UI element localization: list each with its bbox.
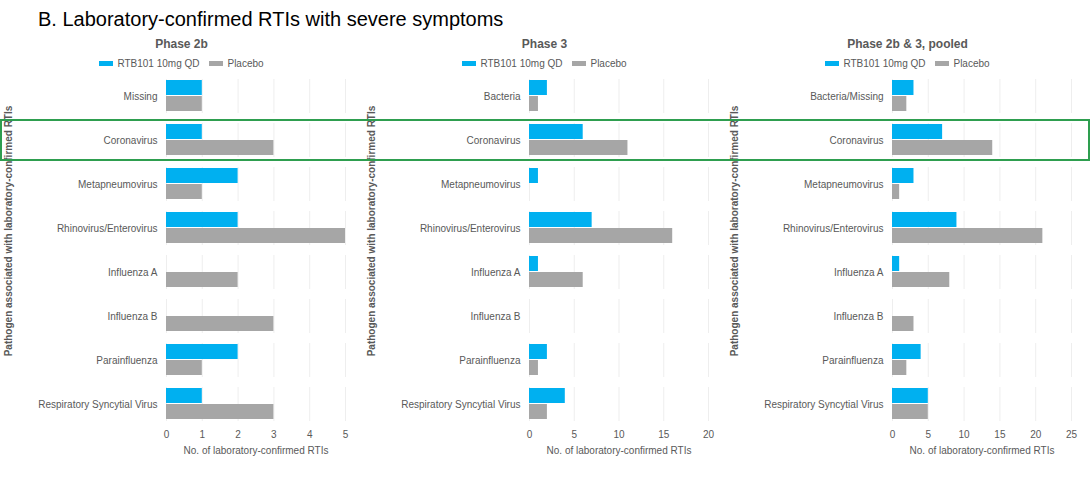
svg-text:Bacteria: Bacteria (484, 91, 521, 102)
svg-text:Metapneumovirus: Metapneumovirus (78, 179, 157, 190)
svg-text:Coronavirus: Coronavirus (467, 135, 521, 146)
svg-text:20: 20 (703, 429, 715, 440)
svg-text:Respiratory Syncytial Virus: Respiratory Syncytial Virus (38, 399, 157, 410)
html-text:Pathogen associated with labor: Pathogen associated with laboratory-conf… (365, 105, 377, 357)
html-text:Placebo: Placebo (227, 57, 264, 69)
svg-text:Parainfluenza: Parainfluenza (96, 355, 158, 366)
html-text:Placebo: Placebo (590, 57, 627, 69)
svg-text:0: 0 (164, 429, 170, 440)
svg-text:Bacteria/Missing: Bacteria/Missing (810, 91, 883, 102)
svg-text:Parainfluenza: Parainfluenza (459, 355, 521, 366)
svg-text:25: 25 (1066, 429, 1078, 440)
svg-text:Parainfluenza: Parainfluenza (822, 355, 884, 366)
svg-text:Rhinovirus/Enterovirus: Rhinovirus/Enterovirus (783, 223, 884, 234)
svg-text:20: 20 (1030, 429, 1042, 440)
svg-text:Influenza B: Influenza B (833, 311, 883, 322)
svg-text:0: 0 (527, 429, 533, 440)
svg-text:3: 3 (271, 429, 277, 440)
svg-text:0: 0 (890, 429, 896, 440)
svg-text:15: 15 (994, 429, 1006, 440)
svg-text:10: 10 (613, 429, 625, 440)
svg-text:5: 5 (926, 429, 932, 440)
html-text:RTB101 10mg QD: RTB101 10mg QD (117, 57, 200, 69)
svg-text:Respiratory Syncytial Virus: Respiratory Syncytial Virus (764, 399, 883, 410)
html-text:RTB101 10mg QD: RTB101 10mg QD (480, 57, 563, 69)
html-text:Pathogen associated with labor: Pathogen associated with laboratory-conf… (2, 105, 14, 357)
svg-text:5: 5 (343, 429, 349, 440)
html-text:Placebo: Placebo (953, 57, 990, 69)
svg-text:4: 4 (307, 429, 313, 440)
html-text:B. Laboratory-confirmed RTIs w: B. Laboratory-confirmed RTIs with severe… (38, 8, 504, 30)
svg-text:No. of laboratory-confirmed RT: No. of laboratory-confirmed RTIs (547, 445, 692, 456)
svg-text:Influenza B: Influenza B (107, 311, 157, 322)
svg-text:Influenza B: Influenza B (470, 311, 520, 322)
svg-text:10: 10 (959, 429, 971, 440)
svg-text:Rhinovirus/Enterovirus: Rhinovirus/Enterovirus (420, 223, 521, 234)
html-text:Phase 2b: Phase 2b (155, 37, 208, 51)
svg-text:Missing: Missing (124, 91, 158, 102)
html-text:RTB101 10mg QD: RTB101 10mg QD (843, 57, 926, 69)
svg-text:No. of laboratory-confirmed RT: No. of laboratory-confirmed RTIs (910, 445, 1055, 456)
svg-text:Influenza A: Influenza A (834, 267, 884, 278)
svg-text:15: 15 (658, 429, 670, 440)
svg-text:Coronavirus: Coronavirus (830, 135, 884, 146)
svg-text:Rhinovirus/Enterovirus: Rhinovirus/Enterovirus (57, 223, 158, 234)
svg-text:Respiratory Syncytial Virus: Respiratory Syncytial Virus (401, 399, 520, 410)
svg-text:2: 2 (235, 429, 241, 440)
svg-text:Metapneumovirus: Metapneumovirus (441, 179, 520, 190)
svg-text:Metapneumovirus: Metapneumovirus (804, 179, 883, 190)
html-text:Pathogen associated with labor: Pathogen associated with laboratory-conf… (728, 105, 740, 357)
svg-text:Influenza A: Influenza A (471, 267, 521, 278)
html-text:Phase 2b & 3, pooled: Phase 2b & 3, pooled (847, 37, 968, 51)
html-text:Phase 3: Phase 3 (521, 37, 568, 51)
svg-text:Coronavirus: Coronavirus (104, 135, 158, 146)
svg-text:No. of laboratory-confirmed RT: No. of laboratory-confirmed RTIs (184, 445, 329, 456)
svg-text:5: 5 (571, 429, 577, 440)
svg-text:Influenza A: Influenza A (108, 267, 158, 278)
svg-text:1: 1 (200, 429, 206, 440)
